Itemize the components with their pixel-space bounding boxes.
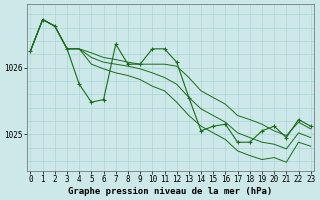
X-axis label: Graphe pression niveau de la mer (hPa): Graphe pression niveau de la mer (hPa) bbox=[68, 187, 273, 196]
